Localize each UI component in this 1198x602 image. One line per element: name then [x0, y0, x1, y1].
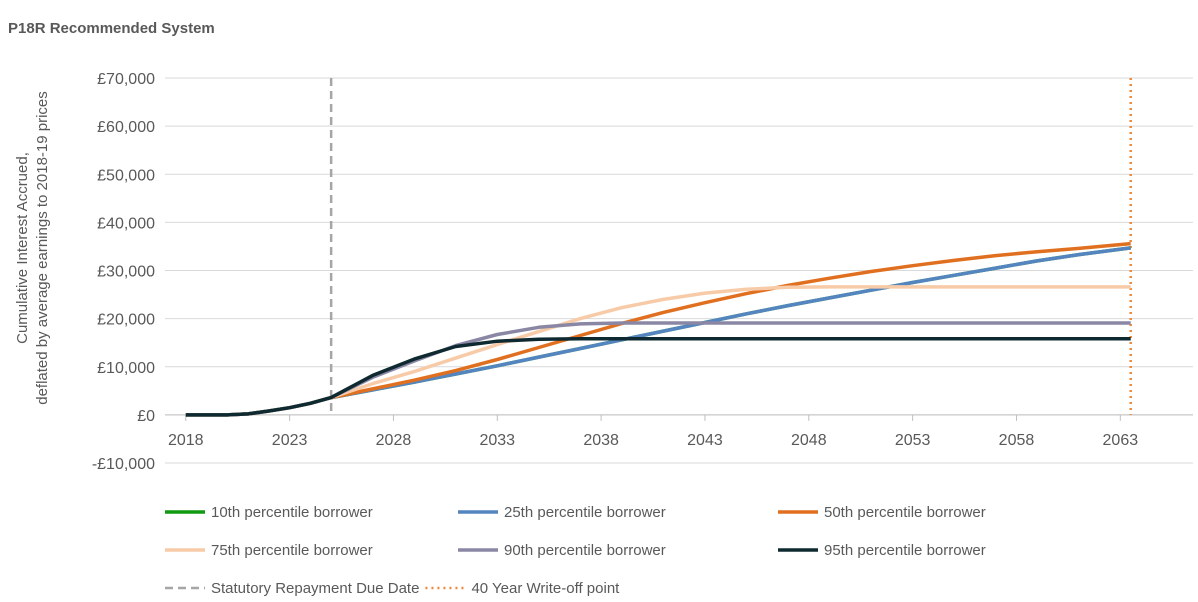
series-line	[185, 337, 1131, 417]
legend-label: 10th percentile borrower	[211, 504, 373, 521]
x-tick-label: 2043	[687, 432, 723, 449]
y-tick-label: £60,000	[97, 119, 155, 136]
legend-label: 75th percentile borrower	[211, 542, 373, 559]
x-tick-label: 2048	[791, 432, 827, 449]
legend-label: 90th percentile borrower	[504, 542, 666, 559]
x-tick-label: 2028	[376, 432, 412, 449]
series-line	[185, 321, 1131, 417]
y-axis-label: Cumulative Interest Accrued,	[14, 152, 31, 344]
y-tick-label: £20,000	[97, 312, 155, 329]
series-line	[185, 285, 1131, 417]
legend-label: 25th percentile borrower	[504, 504, 666, 521]
x-tick-label: 2053	[895, 432, 931, 449]
x-tick-label: 2063	[1103, 432, 1139, 449]
series-line	[185, 246, 1131, 417]
legend-label: 95th percentile borrower	[824, 542, 986, 559]
y-tick-label: £40,000	[97, 215, 155, 232]
y-tick-label: £70,000	[97, 71, 155, 88]
x-tick-label: 2018	[168, 432, 204, 449]
y-axis-label: deflated by average earnings to 2018-19 …	[34, 91, 51, 405]
x-tick-label: 2038	[583, 432, 619, 449]
chart-title: P18R Recommended System	[8, 20, 215, 37]
x-tick-label: 2058	[999, 432, 1035, 449]
legend-label: Statutory Repayment Due Date	[211, 580, 419, 597]
y-tick-label: -£10,000	[92, 456, 155, 473]
x-tick-label: 2023	[272, 432, 308, 449]
y-tick-label: £0	[137, 408, 155, 425]
legend-label: 50th percentile borrower	[824, 504, 986, 521]
y-tick-label: £10,000	[97, 360, 155, 377]
x-tick-label: 2033	[479, 432, 515, 449]
y-tick-label: £50,000	[97, 167, 155, 184]
y-tick-label: £30,000	[97, 264, 155, 281]
legend-label: 40 Year Write-off point	[471, 580, 620, 597]
